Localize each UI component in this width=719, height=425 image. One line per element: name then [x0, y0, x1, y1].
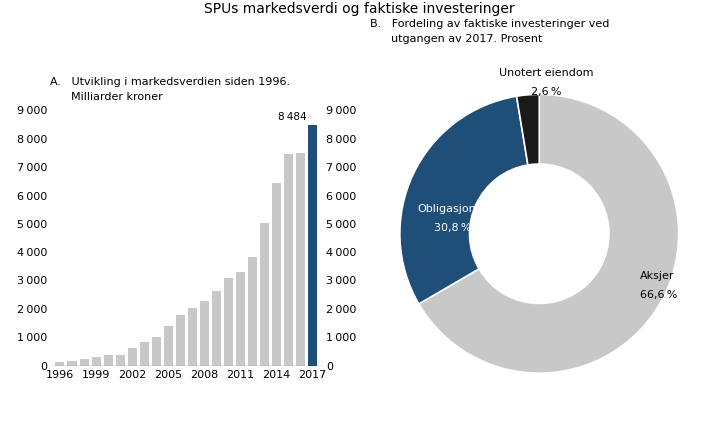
Wedge shape	[400, 96, 528, 304]
Bar	[164, 326, 173, 366]
Text: utgangen av 2017. Prosent: utgangen av 2017. Prosent	[370, 34, 543, 44]
Bar	[55, 362, 65, 365]
Text: A.   Utvikling i markedsverdien siden 1996.: A. Utvikling i markedsverdien siden 1996…	[50, 77, 290, 87]
Wedge shape	[516, 94, 539, 165]
Text: 66,6 %: 66,6 %	[640, 290, 677, 300]
Bar	[68, 361, 76, 366]
Bar	[139, 342, 149, 366]
Bar	[188, 308, 197, 366]
Bar	[308, 125, 317, 366]
Text: 8 484: 8 484	[278, 112, 307, 122]
Text: SPUs markedsverdi og faktiske investeringer: SPUs markedsverdi og faktiske investerin…	[204, 2, 515, 16]
Text: Unotert eiendom: Unotert eiendom	[499, 68, 593, 78]
Text: 2,6 %: 2,6 %	[531, 87, 562, 97]
Text: 30,8 %: 30,8 %	[434, 223, 472, 233]
Bar	[296, 153, 305, 366]
Bar	[91, 357, 101, 366]
Bar	[272, 183, 281, 366]
Text: Obligasjoner: Obligasjoner	[418, 204, 488, 214]
Text: Milliarder kroner: Milliarder kroner	[50, 92, 163, 102]
Bar	[212, 291, 221, 366]
Bar	[260, 223, 269, 366]
Wedge shape	[419, 94, 679, 373]
Bar	[248, 258, 257, 366]
Bar	[200, 301, 209, 366]
Text: B.   Fordeling av faktiske investeringer ved: B. Fordeling av faktiske investeringer v…	[370, 19, 610, 29]
Bar	[236, 272, 245, 366]
Bar	[80, 359, 88, 366]
Bar	[152, 337, 161, 366]
Text: Aksjer: Aksjer	[640, 271, 674, 281]
Bar	[176, 315, 185, 366]
Bar	[284, 154, 293, 366]
Bar	[104, 354, 113, 366]
Bar	[224, 278, 233, 366]
Bar	[116, 354, 124, 366]
Bar	[128, 348, 137, 366]
